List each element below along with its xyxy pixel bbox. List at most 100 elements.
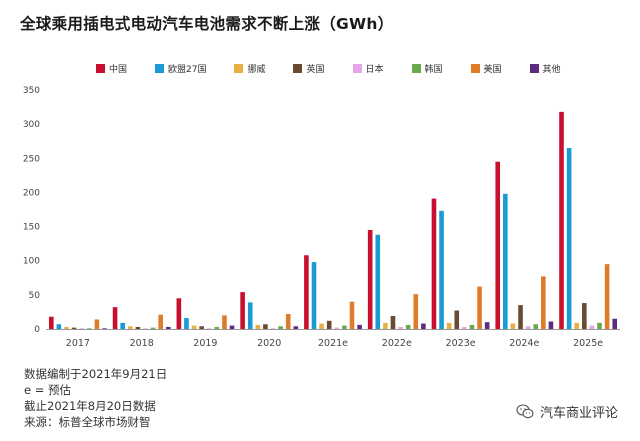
bar-2021e-挪威 (319, 323, 324, 329)
legend-label: 日本 (365, 65, 384, 75)
bar-2022e-日本 (398, 326, 403, 329)
legend-label: 英国 (306, 65, 325, 75)
x-tick-label: 2025e (573, 338, 603, 349)
bar-2023e-其他 (484, 322, 490, 329)
bar-2018-美国 (158, 314, 163, 329)
bar-2017-挪威 (64, 326, 69, 329)
legend-swatch (529, 64, 539, 73)
brand-name: 汽车商业评论 (539, 406, 618, 421)
bar-2019-英国 (199, 326, 204, 329)
chart-title: 全球乘用插电式电动汽车电池需求不断上涨（GWh） (20, 15, 394, 33)
bar-2018-其他 (165, 326, 171, 329)
legend-swatch (293, 64, 303, 73)
bar-2018-英国 (135, 326, 141, 329)
y-tick-label: 350 (23, 86, 40, 96)
bar-2017-英国 (71, 327, 77, 329)
bar-2022e-其他 (421, 323, 426, 329)
bar-2019-其他 (229, 325, 235, 329)
bar-2019-欧盟27国 (184, 318, 189, 329)
bar-2023e-欧盟27国 (439, 210, 444, 329)
bar-2025e-其他 (612, 318, 618, 329)
bar-2017-美国 (94, 319, 100, 329)
bar-2017-其他 (102, 328, 107, 329)
bar-2023e-美国 (477, 286, 482, 329)
bar-2024e-欧盟27国 (503, 193, 508, 329)
bar-2025e-欧盟27国 (566, 148, 572, 329)
bar-2021e-英国 (326, 320, 332, 329)
legend-item-1: 欧盟27国 (155, 62, 206, 75)
bar-2022e-挪威 (383, 322, 388, 329)
y-tick-label: 250 (23, 154, 40, 164)
bar-2022e-英国 (390, 316, 396, 329)
bar-2024e-其他 (548, 321, 554, 329)
legend-swatch (352, 64, 362, 73)
bar-2025e-英国 (582, 303, 587, 329)
x-tick-label: 2019 (193, 338, 217, 349)
bar-2020-日本 (270, 328, 276, 329)
legend-item-3: 英国 (293, 62, 325, 75)
legend-swatch (155, 64, 165, 73)
bar-2019-日本 (206, 328, 212, 329)
legend-swatch (411, 64, 421, 73)
x-tick-label: 2018 (130, 338, 154, 349)
bar-2019-中国 (176, 298, 182, 329)
note-source: 来源：标普全球市场财智 (24, 415, 151, 429)
bar-2019-美国 (222, 315, 227, 329)
bar-2020-韩国 (278, 326, 283, 329)
bar-2025e-美国 (604, 264, 610, 329)
legend-swatch (470, 64, 480, 73)
y-tick-label: 200 (23, 188, 40, 198)
bar-2025e-韩国 (597, 322, 602, 329)
bar-2024e-挪威 (510, 323, 516, 329)
x-tick-label: 2021e (318, 338, 348, 349)
bar-2023e-韩国 (469, 324, 475, 329)
legend-item-0: 中国 (96, 62, 127, 75)
bar-2025e-日本 (589, 325, 595, 329)
bar-2024e-中国 (495, 161, 501, 329)
bar-2018-欧盟27国 (120, 322, 125, 329)
x-tick-label: 2017 (66, 338, 90, 349)
bar-2023e-日本 (462, 326, 467, 329)
note-data-cutoff: 截止2021年8月20日数据 (24, 399, 156, 413)
bar-2020-其他 (293, 326, 299, 329)
note-compiled-date: 数据编制于2021年9月21日 (24, 367, 168, 381)
bar-2022e-韩国 (405, 324, 411, 329)
legend-label: 中国 (109, 65, 128, 75)
bar-2018-中国 (112, 307, 118, 329)
legend-item-7: 其他 (529, 62, 561, 75)
legend-item-4: 日本 (352, 62, 384, 75)
x-tick-label: 2024e (509, 338, 539, 349)
bar-2021e-日本 (334, 327, 340, 329)
chart-notes: 数据编制于2021年9月21日 e = 预估 截止2021年8月20日数据 来源… (24, 366, 167, 430)
bar-2018-日本 (143, 328, 148, 329)
y-tick-label: 100 (23, 257, 40, 267)
legend-label: 挪威 (247, 65, 266, 75)
x-tick-label: 2023e (446, 338, 476, 349)
bar-2023e-中国 (431, 198, 437, 329)
bar-2024e-日本 (525, 326, 531, 329)
legend-item-5: 韩国 (411, 62, 443, 75)
bar-2019-韩国 (214, 326, 220, 329)
bar-2020-欧盟27国 (247, 302, 253, 329)
bar-2020-中国 (240, 292, 245, 329)
brand-watermark: 汽车商业评论 (516, 402, 618, 421)
bar-2021e-中国 (304, 255, 309, 329)
y-tick-label: 150 (23, 223, 40, 233)
bar-2017-欧盟27国 (56, 324, 62, 329)
bar-2017-韩国 (86, 328, 92, 329)
wechat-icon (516, 404, 534, 419)
y-tick-label: 0 (34, 325, 40, 335)
bar-2019-挪威 (191, 325, 197, 329)
bar-2017-中国 (48, 316, 54, 329)
legend-label: 欧盟27国 (168, 65, 207, 75)
bar-2024e-美国 (541, 276, 546, 329)
bar-2021e-欧盟27国 (311, 262, 317, 329)
bar-2024e-韩国 (533, 324, 539, 329)
legend-label: 韩国 (424, 65, 443, 75)
bar-2025e-中国 (559, 111, 564, 329)
bar-2023e-挪威 (446, 322, 452, 329)
bar-2021e-其他 (357, 324, 362, 329)
bar-2024e-英国 (518, 305, 523, 329)
legend-label: 美国 (483, 65, 502, 75)
bar-2025e-挪威 (574, 322, 580, 329)
